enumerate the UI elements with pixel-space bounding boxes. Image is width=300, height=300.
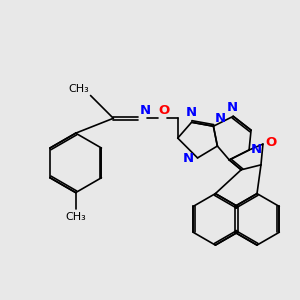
Text: N: N [227, 101, 238, 114]
Text: O: O [159, 104, 170, 117]
Text: CH₃: CH₃ [65, 212, 86, 222]
Text: N: N [185, 106, 197, 119]
Text: N: N [183, 152, 194, 165]
Text: CH₃: CH₃ [68, 84, 89, 94]
Text: N: N [139, 104, 150, 117]
Text: O: O [265, 136, 277, 149]
Text: N: N [215, 112, 226, 125]
Text: N: N [251, 143, 262, 156]
